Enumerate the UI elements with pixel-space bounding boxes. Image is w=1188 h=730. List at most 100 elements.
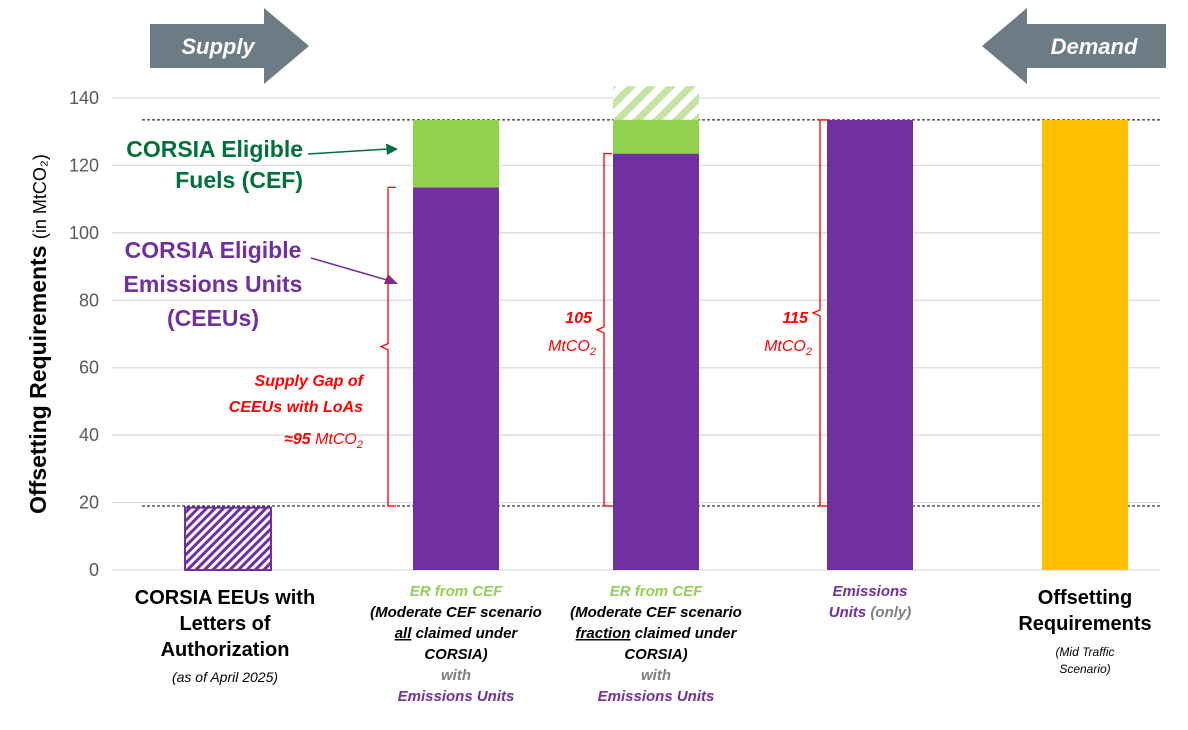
- category-label-3-line-1-part-1: (only): [866, 604, 911, 621]
- category-label-1-line-2: all claimed under: [395, 625, 519, 642]
- gap1-unit: MtCO: [315, 431, 357, 448]
- gap1-sub: 2: [356, 439, 363, 451]
- category-label-2-line-2-part-0: fraction: [576, 625, 631, 642]
- bar-all-claimed-seg-0: [413, 187, 499, 571]
- gap1-approx: ≈95: [284, 431, 315, 448]
- category-label-4-line-3: Scenario): [1059, 662, 1110, 676]
- cef-pointer-head: [386, 143, 398, 155]
- bar-fraction-claimed-seg-1: [613, 119, 699, 154]
- category-label-2-line-3-part-0: CORSIA): [624, 646, 687, 663]
- category-label-0-line-0-part-0: CORSIA EEUs with: [135, 587, 315, 609]
- y-axis-label-text: Offsetting Requirements (in MtCO₂): [25, 154, 51, 514]
- category-label-2-line-2: fraction claimed under: [576, 625, 738, 642]
- y-tick-120: 120: [69, 155, 99, 175]
- category-label-3-line-0-part-0: Emissions: [832, 583, 907, 600]
- category-labels: CORSIA EEUs with Letters of Authorization (…: [135, 583, 1152, 705]
- gap3-value: 115: [782, 310, 809, 327]
- category-label-1-line-5: Emissions Units: [398, 688, 515, 705]
- category-label-1-line-1-part-0: (Moderate CEF scenario: [370, 604, 542, 621]
- category-label-1-line-4-part-0: with: [441, 667, 471, 684]
- category-label-2-line-3: CORSIA): [624, 646, 687, 663]
- category-label-1-line-4: with: [441, 667, 471, 684]
- category-label-4-line-2: (Mid Traffic: [1055, 645, 1114, 659]
- category-label-0-line-3: (as of April 2025): [172, 669, 278, 685]
- demand-arrow-label: Demand: [1051, 34, 1138, 59]
- y-tick-80: 80: [79, 290, 99, 310]
- category-label-2-line-4-part-0: with: [641, 667, 671, 684]
- ceeu-pointer-head: [384, 274, 398, 284]
- supply-arrow-label: Supply: [181, 34, 256, 59]
- category-label-0-line-1-part-0: Letters of: [179, 613, 270, 635]
- gap2-value: 105: [565, 310, 593, 327]
- gap2-unit-sub: 2: [589, 346, 596, 358]
- y-tick-140: 140: [69, 88, 99, 108]
- ceeu-label-line-0: CORSIA Eligible: [125, 237, 302, 263]
- cef-label-line-1: Fuels (CEF): [175, 167, 303, 193]
- category-label-0-line-1: Letters of: [179, 613, 270, 635]
- arrows: Supply Demand: [150, 8, 1166, 84]
- category-label-4-line-1: Requirements: [1018, 613, 1151, 635]
- cef-pointer-line: [307, 148, 389, 155]
- category-label-3-line-0: Emissions: [832, 583, 907, 600]
- gap1-line-0: Supply Gap of: [255, 373, 365, 390]
- y-tick-labels: 0 20 40 60 80 100 120 140: [69, 88, 99, 580]
- category-label-2-line-1: (Moderate CEF scenario: [570, 604, 742, 621]
- bar-offsetting-seg-0: [1042, 119, 1128, 571]
- category-label-1-line-1: (Moderate CEF scenario: [370, 604, 542, 621]
- y-tick-100: 100: [69, 223, 99, 243]
- category-label-2-line-1-part-0: (Moderate CEF scenario: [570, 604, 742, 621]
- category-label-1-line-2-part-0: all: [395, 625, 413, 642]
- gap3-unit: MtCO2: [764, 338, 812, 358]
- y-tick-60: 60: [79, 358, 99, 378]
- y-axis-label-main: Offsetting Requirements: [25, 239, 51, 514]
- category-label-3-line-1: Units (only): [829, 604, 912, 621]
- category-label-1-line-0: ER from CEF: [410, 583, 503, 600]
- y-axis-label-unit: (in MtCO₂): [30, 154, 50, 239]
- bar-fraction-claimed-seg-0: [613, 153, 699, 570]
- category-label-0-line-0: CORSIA EEUs with: [135, 587, 315, 609]
- category-label-4-line-2-part-0: (Mid Traffic: [1055, 645, 1114, 659]
- gap1-brace: [379, 186, 396, 507]
- category-label-4-line-3-part-0: Scenario): [1059, 662, 1110, 676]
- ceeu-label-line-1: Emissions Units: [124, 271, 303, 297]
- category-label-4-line-0: Offsetting: [1038, 587, 1132, 609]
- demand-arrow: [982, 8, 1166, 84]
- gap2-unit: MtCO2: [548, 338, 596, 358]
- ceeu-pointer-line: [310, 257, 388, 281]
- category-label-1-line-3-part-0: CORSIA): [424, 646, 487, 663]
- y-tick-40: 40: [79, 425, 99, 445]
- category-label-1-line-5-part-0: Emissions Units: [398, 688, 515, 705]
- category-label-2-line-5-part-0: Emissions Units: [598, 688, 715, 705]
- ceeu-label-line-2: (CEEUs): [167, 305, 259, 331]
- category-label-3-line-1-part-0: Units: [829, 604, 867, 621]
- category-label-2-line-0-part-0: ER from CEF: [610, 583, 703, 600]
- gap2-brace: [595, 152, 612, 507]
- gap1-value: ≈95 MtCO2: [284, 431, 363, 451]
- category-label-0-line-3-part-0: (as of April 2025): [172, 669, 278, 685]
- bar-fraction-claimed-seg-2: [613, 86, 699, 120]
- bar-units-only-seg-0: [827, 119, 913, 571]
- category-label-4-line-1-part-0: Requirements: [1018, 613, 1151, 635]
- y-tick-0: 0: [89, 560, 99, 580]
- bar-all-claimed-seg-1: [413, 119, 499, 188]
- supply-arrow: [150, 8, 309, 84]
- category-label-0-line-2: Authorization: [161, 639, 290, 661]
- gap3-unit-text: MtCO: [764, 338, 806, 355]
- category-label-1-line-2-part-1: claimed under: [411, 625, 518, 642]
- category-label-2-line-2-part-1: claimed under: [631, 625, 738, 642]
- category-label-1-line-3: CORSIA): [424, 646, 487, 663]
- bar-eeus-loa-seg-0: [184, 506, 272, 571]
- category-label-0-line-2-part-0: Authorization: [161, 639, 290, 661]
- category-label-2-line-5: Emissions Units: [598, 688, 715, 705]
- gap1-line-1: CEEUs with LoAs: [229, 399, 363, 416]
- gap3-brace: [811, 119, 828, 507]
- category-label-2-line-4: with: [641, 667, 671, 684]
- gap3-unit-sub: 2: [805, 346, 812, 358]
- bars: [184, 86, 1128, 571]
- gap2-unit-text: MtCO: [548, 338, 590, 355]
- category-label-4-line-0-part-0: Offsetting: [1038, 587, 1132, 609]
- y-tick-20: 20: [79, 493, 99, 513]
- y-axis-label: Offsetting Requirements (in MtCO₂): [25, 154, 51, 514]
- cef-label-line-0: CORSIA Eligible: [126, 136, 303, 162]
